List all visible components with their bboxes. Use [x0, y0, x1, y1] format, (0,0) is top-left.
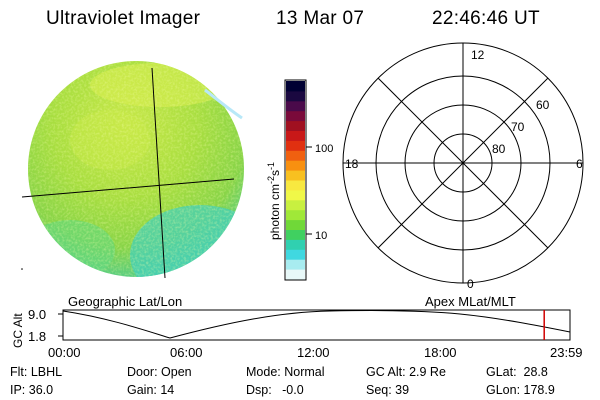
- uv-image-disc: [21, 61, 244, 279]
- colorbar-segment: [286, 189, 305, 201]
- colorbar-segment: [286, 219, 305, 230]
- colorbar-segment: [286, 199, 305, 211]
- instrument-title: Ultraviolet Imager: [46, 8, 201, 29]
- colorbar-segment: [286, 160, 305, 171]
- y-min-label: 1.8: [28, 329, 47, 344]
- gc-alt-info: GC Alt: 2.9 Re: [366, 365, 446, 379]
- glat-info: GLat: 28.8: [486, 365, 548, 379]
- colorbar-label-100: 100: [315, 143, 333, 155]
- polar-label-80: 80: [492, 142, 506, 156]
- colorbar-segment: [286, 239, 305, 250]
- polar-label-18: 18: [345, 157, 359, 171]
- colorbar-segment: [286, 100, 305, 112]
- polar-diagonal-2: [377, 77, 549, 249]
- polar-label-60: 60: [536, 98, 550, 112]
- observation-time: 22:46:46 UT: [432, 8, 540, 29]
- colorbar-units: photon cm-2s-1: [266, 162, 282, 240]
- altitude-timeline: [58, 309, 571, 341]
- colorbar-segment: [286, 140, 305, 151]
- colorbar: [284, 79, 312, 281]
- colorbar-segment: [286, 150, 305, 161]
- seq-info: Seq: 39: [366, 383, 410, 397]
- dsp-info: Dsp: -0.0: [246, 383, 304, 397]
- polar-label-0: 0: [467, 277, 474, 291]
- apex-caption: Apex MLat/MLT: [425, 294, 516, 309]
- polar-label-6: 6: [576, 157, 583, 171]
- x-tick-0600: 06:00: [170, 345, 203, 360]
- y-max-label: 9.0: [28, 307, 47, 322]
- colorbar-segment: [286, 81, 305, 92]
- colorbar-segment: [286, 249, 305, 260]
- glon-info: GLon: 178.9: [486, 383, 555, 397]
- polar-label-12: 12: [471, 48, 485, 62]
- colorbar-segment: [286, 90, 305, 102]
- door-info: Door: Open: [127, 365, 192, 379]
- x-tick-2359: 23:59: [550, 345, 583, 360]
- colorbar-segment: [286, 170, 305, 181]
- colorbar-segment: [286, 120, 305, 131]
- colorbar-segment: [286, 110, 305, 122]
- colorbar-segment: [286, 209, 305, 221]
- ip-info: IP: 36.0: [10, 383, 54, 397]
- filter-info: Flt: LBHL: [10, 365, 63, 379]
- colorbar-segment: [286, 130, 305, 141]
- colorbar-segment: [286, 180, 305, 191]
- x-tick-0000: 00:00: [48, 345, 81, 360]
- gain-info: Gain: 14: [127, 383, 175, 397]
- mode-info: Mode: Normal: [246, 365, 325, 379]
- x-tick-1200: 12:00: [297, 345, 330, 360]
- geographic-caption: Geographic Lat/Lon: [68, 294, 183, 309]
- observation-date: 13 Mar 07: [276, 8, 365, 29]
- colorbar-segment: [286, 269, 305, 280]
- polar-mlat-mlt-plot: [342, 42, 584, 284]
- polar-label-70: 70: [511, 120, 525, 134]
- colorbar-segment: [286, 259, 305, 270]
- colorbar-label-10: 10: [315, 230, 327, 242]
- altitude-curve: [62, 310, 571, 339]
- x-tick-1800: 18:00: [424, 345, 457, 360]
- timeline-y-axis-label: GC Alt: [11, 313, 25, 348]
- colorbar-segment: [286, 229, 305, 240]
